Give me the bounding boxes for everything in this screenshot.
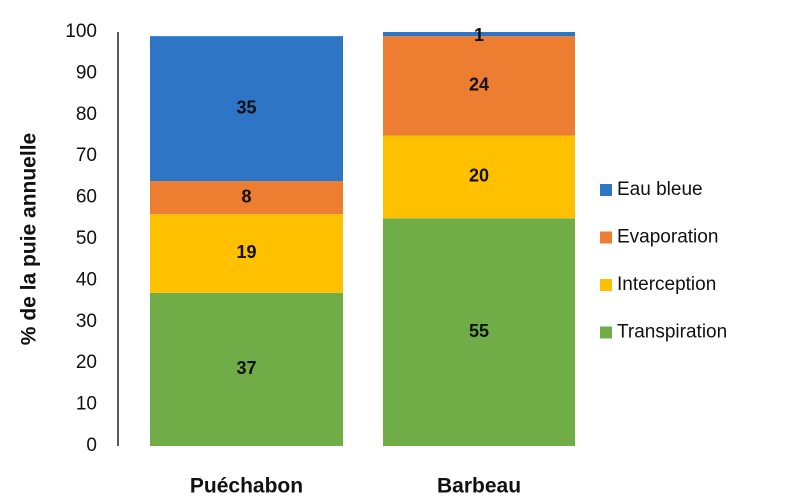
legend-swatch (600, 184, 612, 196)
y-tick-label: 80 (76, 104, 97, 125)
data-label: 8 (241, 186, 251, 206)
bar-segment (383, 36, 575, 136)
y-tick-label: 70 (76, 145, 97, 166)
data-label: 35 (236, 97, 256, 117)
data-label: 20 (469, 166, 489, 186)
bar-segment (150, 292, 343, 446)
y-tick-label: 60 (76, 187, 97, 208)
y-tick-label: 100 (65, 21, 97, 42)
bar-segment (383, 135, 575, 219)
bar-segment (150, 181, 343, 215)
y-tick-label: 50 (76, 228, 97, 249)
data-label: 55 (469, 321, 489, 341)
bar-segment (383, 32, 575, 37)
legend-label: Interception (617, 274, 716, 295)
legend-label: Transpiration (617, 322, 727, 343)
y-tick-label: 20 (76, 352, 97, 373)
x-tick-label: Barbeau (437, 475, 521, 498)
legend-swatch (600, 326, 612, 339)
bar-segment (150, 214, 343, 293)
bar-segment (150, 36, 343, 182)
legend-swatch (600, 279, 612, 291)
x-tick-label: Puéchabon (190, 475, 303, 498)
data-label: 24 (469, 75, 489, 95)
y-tick-label: 40 (76, 269, 97, 290)
data-label: 37 (236, 358, 256, 378)
y-tick-label: 30 (76, 311, 97, 332)
y-tick-label: 10 (76, 394, 97, 415)
legend-label: Eau bleue (617, 179, 703, 200)
legend-swatch (600, 231, 612, 244)
y-tick-label: 0 (86, 435, 97, 456)
legend-label: Evaporation (617, 227, 718, 248)
data-label: 19 (236, 242, 256, 262)
data-label: 1 (474, 25, 484, 45)
bar-segment (383, 218, 575, 446)
y-axis-label: % de la puie annuelle (18, 133, 41, 345)
y-tick-label: 90 (76, 62, 97, 83)
